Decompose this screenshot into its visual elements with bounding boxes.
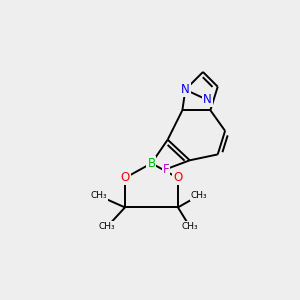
Text: CH₃: CH₃ [182,222,198,231]
Text: F: F [163,163,169,176]
Text: CH₃: CH₃ [99,222,116,231]
Text: O: O [120,172,130,184]
Text: CH₃: CH₃ [190,191,207,200]
Text: N: N [181,83,190,96]
Text: N: N [203,93,212,106]
Text: O: O [173,172,183,184]
Text: CH₃: CH₃ [90,191,107,200]
Text: B: B [147,157,155,170]
